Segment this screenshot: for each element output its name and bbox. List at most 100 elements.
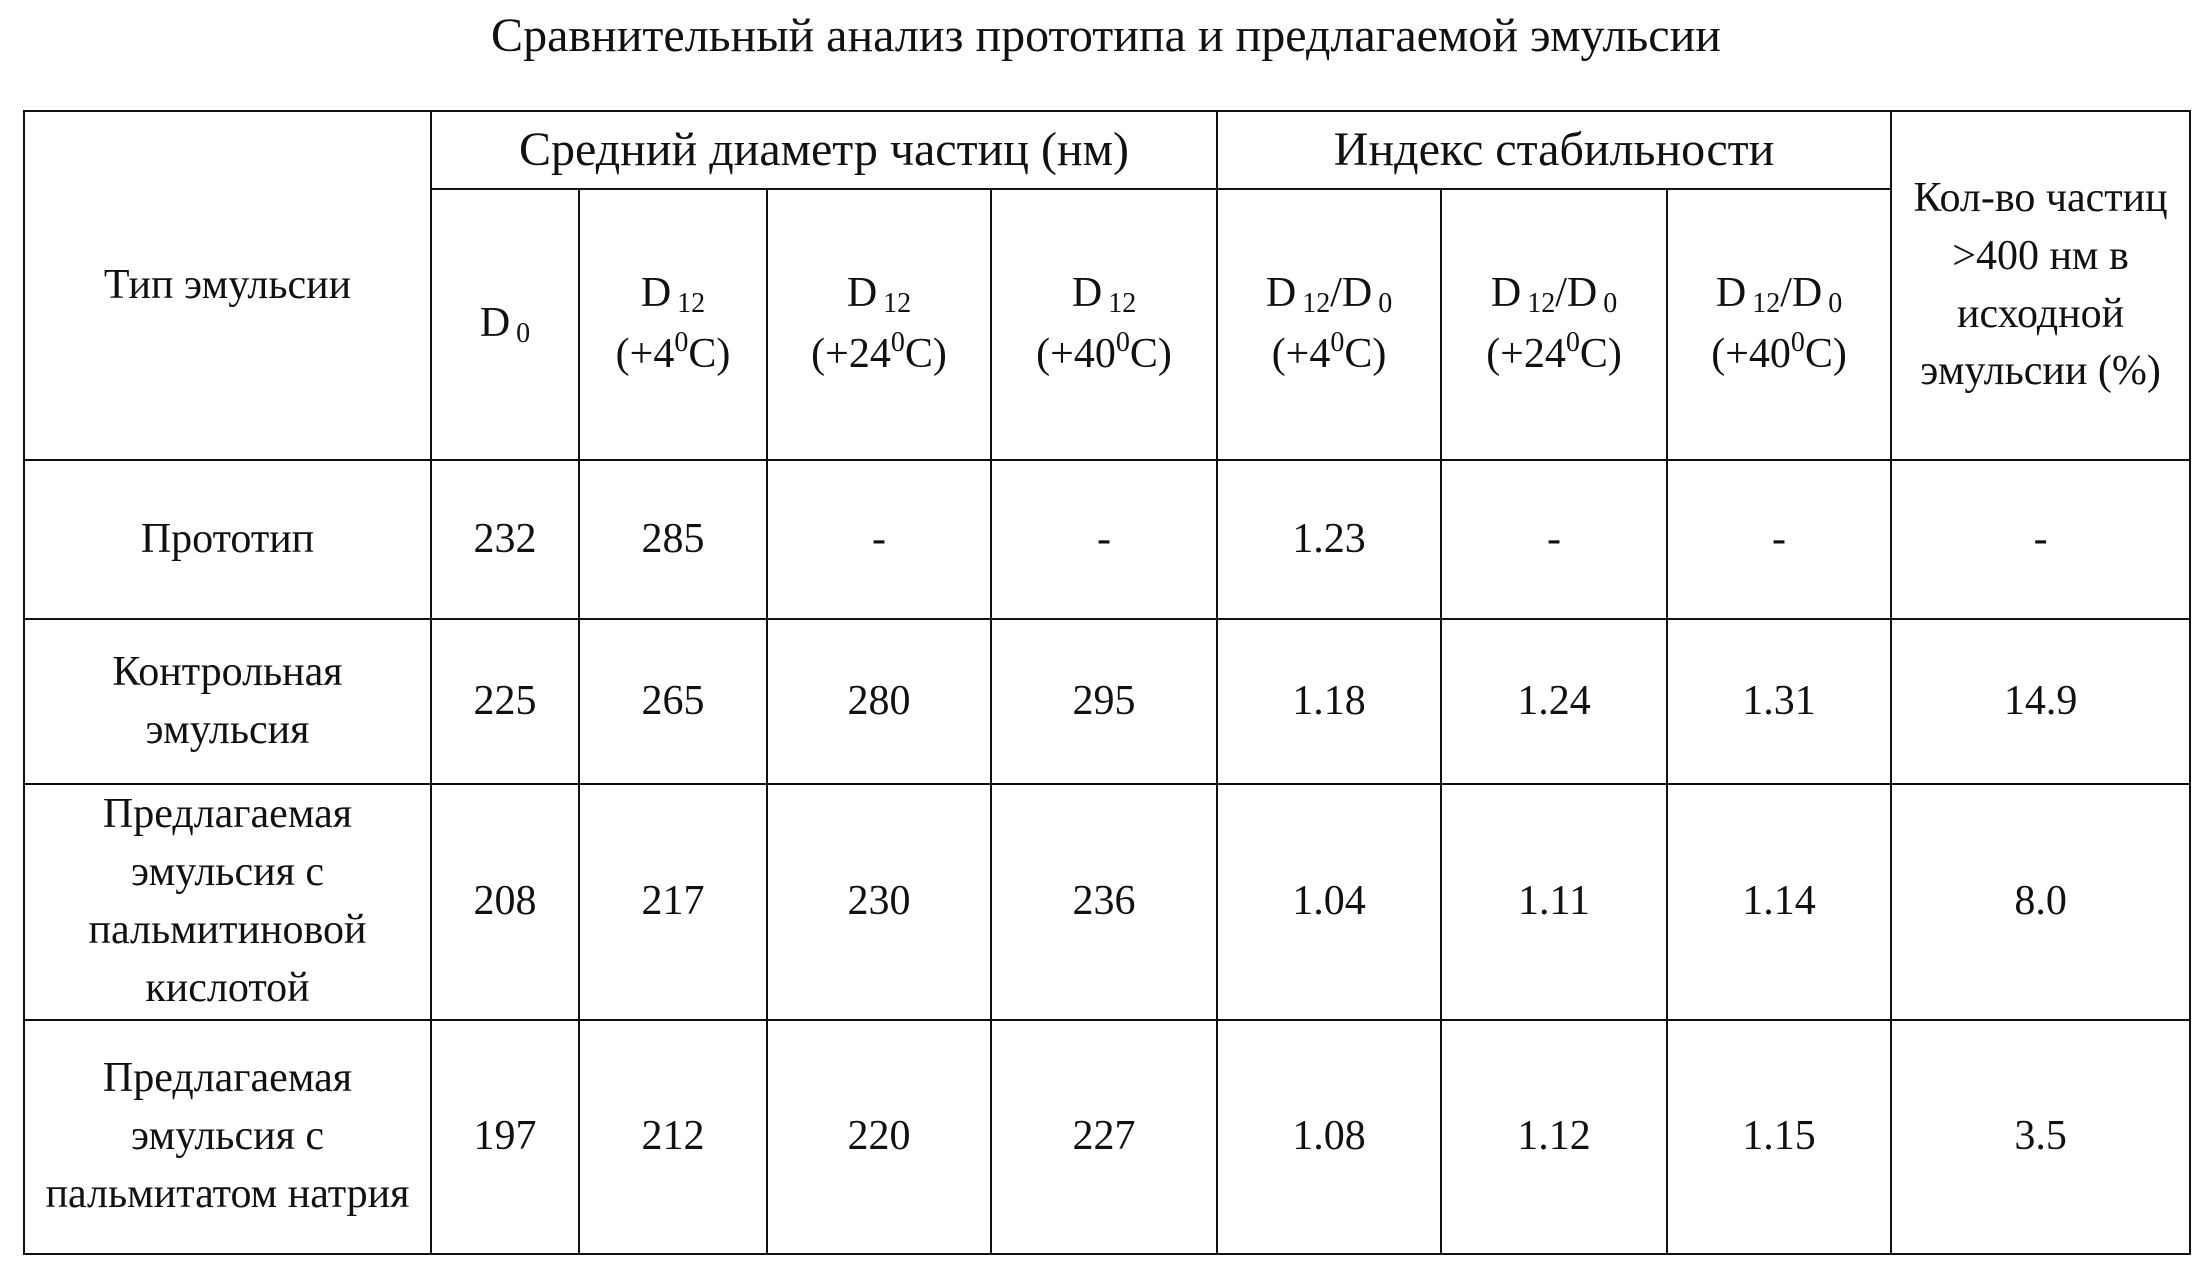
type-header: Тип эмульсии [24,111,431,460]
group-header: Средний диаметр частиц (нм) [431,111,1217,189]
cell: 14.9 [1891,619,2190,784]
header-line: (+400C) [998,324,1210,384]
header-text: D [641,270,671,316]
header-text: /D [1330,270,1372,316]
column-header: D12(+400C) [991,189,1217,460]
header-line: D12 [586,265,760,324]
page: Сравнительный анализ прототипа и предлаг… [0,0,2212,1272]
row-label: Прототип [24,460,431,619]
header-text: 0 [510,318,530,349]
header-text: C) [1805,331,1847,377]
header-text: 12 [877,288,911,319]
title: Сравнительный анализ прототипа и предлаг… [0,8,2212,63]
header-text: (+40 [1036,331,1116,377]
cell: - [1891,460,2190,619]
header-text: /D [1555,270,1597,316]
cell: - [1441,460,1667,619]
count-header: Кол-во частиц >400 нм в исходной эмульси… [1891,111,2190,460]
cell: 1.11 [1441,784,1667,1020]
cell: 1.04 [1217,784,1441,1020]
header-text: 12 [671,288,705,319]
header-text: (+24 [811,331,891,377]
cell: 1.15 [1667,1020,1891,1254]
cell: 225 [431,619,579,784]
column-header: D12/D0(+40C) [1217,189,1441,460]
header-text: C) [688,331,730,377]
header-text: D [480,300,510,346]
cell: 236 [991,784,1217,1020]
header-text: 0 [1822,288,1842,319]
column-header: D12(+240C) [767,189,991,460]
header-text: D [847,270,877,316]
header-text: (+40 [1711,331,1791,377]
header-text: 0 [1791,327,1805,358]
cell: 217 [579,784,767,1020]
header-text: C) [1580,331,1622,377]
header-text: C) [1130,331,1172,377]
column-header: D12/D0(+240C) [1441,189,1667,460]
data-row: Предлагаемая эмульсия с пальмитиновой ки… [24,784,2190,1020]
header-line: D12 [998,265,1210,324]
header-text: D [1716,270,1746,316]
header-line: (+400C) [1674,324,1884,384]
cell: 1.08 [1217,1020,1441,1254]
column-header: D0 [431,189,579,460]
header-text: D [1072,270,1102,316]
header-text: 0 [674,327,688,358]
row-label: Предлагаемая эмульсия с пальмитатом натр… [24,1020,431,1254]
header-text: 0 [1116,327,1130,358]
header-line: (+240C) [1448,324,1660,384]
header-text: D [1266,270,1296,316]
row-label: Предлагаемая эмульсия с пальмитиновой ки… [24,784,431,1020]
cell: 220 [767,1020,991,1254]
header-line: D0 [438,295,572,354]
header-text: 0 [1372,288,1392,319]
column-header: D12(+40C) [579,189,767,460]
cell: 1.18 [1217,619,1441,784]
header-line: D12/D0 [1674,265,1884,324]
cell: 197 [431,1020,579,1254]
cell: 232 [431,460,579,619]
data-row: Прототип232285--1.23--- [24,460,2190,619]
column-header: D12/D0(+400C) [1667,189,1891,460]
header-line: D12 [774,265,984,324]
header-text: 12 [1746,288,1780,319]
header-text: 0 [1330,327,1344,358]
cell: - [767,460,991,619]
cell: 295 [991,619,1217,784]
header-text: 12 [1296,288,1330,319]
header-text: C) [1344,331,1386,377]
cell: - [991,460,1217,619]
header-line: (+240C) [774,324,984,384]
cell: 1.14 [1667,784,1891,1020]
header-text: D [1491,270,1521,316]
cell: 265 [579,619,767,784]
cell: 1.24 [1441,619,1667,784]
header-line: D12/D0 [1224,265,1434,324]
cell: 1.12 [1441,1020,1667,1254]
header-text: /D [1780,270,1822,316]
header-text: 12 [1521,288,1555,319]
group-header: Индекс стабильности [1217,111,1891,189]
header-text: 0 [1566,327,1580,358]
cell: 285 [579,460,767,619]
header-text: 0 [1597,288,1617,319]
cell: 227 [991,1020,1217,1254]
header-text: (+24 [1486,331,1566,377]
cell: 212 [579,1020,767,1254]
header-line: (+40C) [586,324,760,384]
cell: 208 [431,784,579,1020]
row-label: Контрольная эмульсия [24,619,431,784]
header-text: (+4 [616,331,675,377]
header-row: Тип эмульсииСредний диаметр частиц (нм)И… [24,111,2190,189]
cell: 1.23 [1217,460,1441,619]
cell: 280 [767,619,991,784]
data-row: Контрольная эмульсия2252652802951.181.24… [24,619,2190,784]
cell: 1.31 [1667,619,1891,784]
data-row: Предлагаемая эмульсия с пальмитатом натр… [24,1020,2190,1254]
table: Тип эмульсииСредний диаметр частиц (нм)И… [23,110,2191,1255]
cell: - [1667,460,1891,619]
header-line: (+40C) [1224,324,1434,384]
header-text: 12 [1102,288,1136,319]
cell: 8.0 [1891,784,2190,1020]
